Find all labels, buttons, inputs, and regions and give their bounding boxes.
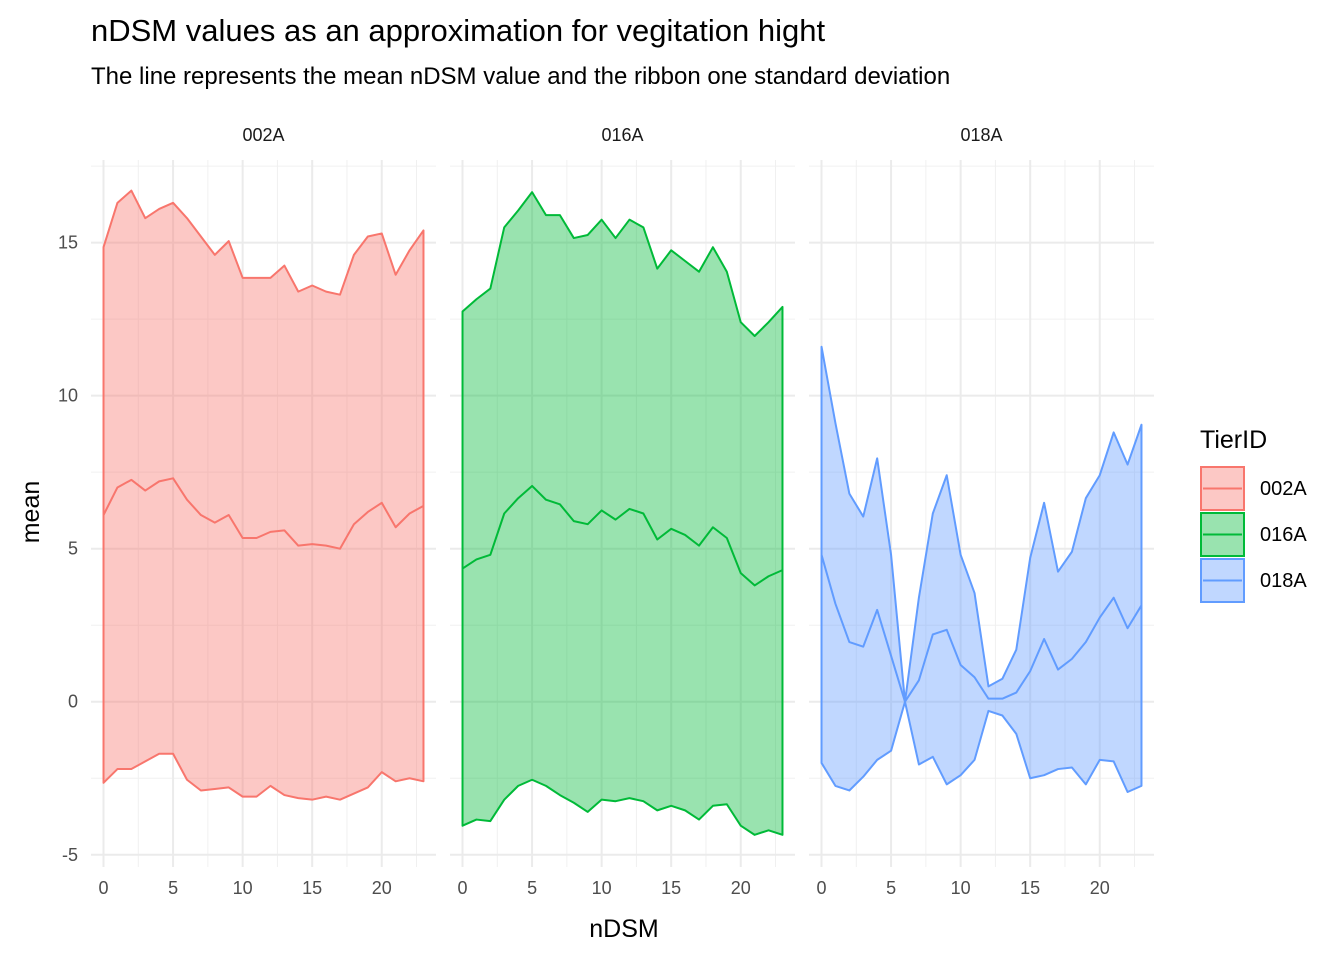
y-tick-label: 10 — [58, 386, 78, 406]
x-tick-label: 0 — [99, 878, 109, 898]
y-tick-label: 15 — [58, 233, 78, 253]
legend: TierID 002A 016A 018A — [1200, 426, 1307, 603]
panel-016A: 016A 0 5 10 15 20 — [450, 125, 795, 898]
x-tick-label: 10 — [951, 878, 971, 898]
panel-018A: 018A 0 5 10 15 20 — [809, 125, 1154, 898]
ribbon-002A — [102, 189, 425, 801]
y-axis-title: mean — [17, 481, 45, 544]
mean-line-002A — [102, 477, 424, 550]
legend-label: 018A — [1260, 570, 1307, 592]
y-tick-label: 0 — [68, 692, 78, 712]
legend-item-016A: 016A — [1200, 512, 1307, 557]
x-tick-label: 20 — [1090, 878, 1110, 898]
x-tick-label: 15 — [1020, 878, 1040, 898]
x-tick-label: 10 — [233, 878, 253, 898]
x-tick-label: 5 — [168, 878, 178, 898]
x-tick-label: 20 — [731, 878, 751, 898]
ribbon-018A — [820, 345, 1143, 794]
facet-strip-label: 002A — [242, 125, 284, 145]
y-tick-label: 5 — [68, 539, 78, 559]
chart-subtitle: The line represents the mean nDSM value … — [91, 63, 950, 90]
x-tick-label: 15 — [302, 878, 322, 898]
facet-panels: 002A 0 5 10 15 20 -5 0 5 10 15 016A 0 5 10 15 20 018A 0 5 10… — [58, 125, 1154, 898]
x-tick-label: 0 — [458, 878, 468, 898]
x-tick-label: 15 — [661, 878, 681, 898]
x-tick-label: 10 — [592, 878, 612, 898]
x-tick-label: 5 — [527, 878, 537, 898]
chart-title: nDSM values as an approximation for vegi… — [91, 13, 825, 48]
legend-title: TierID — [1200, 426, 1267, 454]
x-axis-title: nDSM — [589, 915, 658, 943]
legend-keys: 002A 016A 018A — [1200, 466, 1307, 603]
mean-line-018A — [820, 554, 1143, 703]
x-tick-label: 5 — [886, 878, 896, 898]
legend-label: 002A — [1260, 478, 1307, 500]
legend-label: 016A — [1260, 524, 1307, 546]
mean-line-016A — [461, 484, 783, 587]
facet-strip-label: 018A — [960, 125, 1002, 145]
panel-002A: 002A 0 5 10 15 20 -5 0 5 10 15 — [58, 125, 436, 898]
legend-item-018A: 018A — [1200, 558, 1307, 603]
y-tick-label: -5 — [62, 845, 78, 865]
legend-item-002A: 002A — [1200, 466, 1307, 511]
facet-strip-label: 016A — [601, 125, 643, 145]
x-tick-label: 20 — [372, 878, 392, 898]
x-tick-label: 0 — [817, 878, 827, 898]
